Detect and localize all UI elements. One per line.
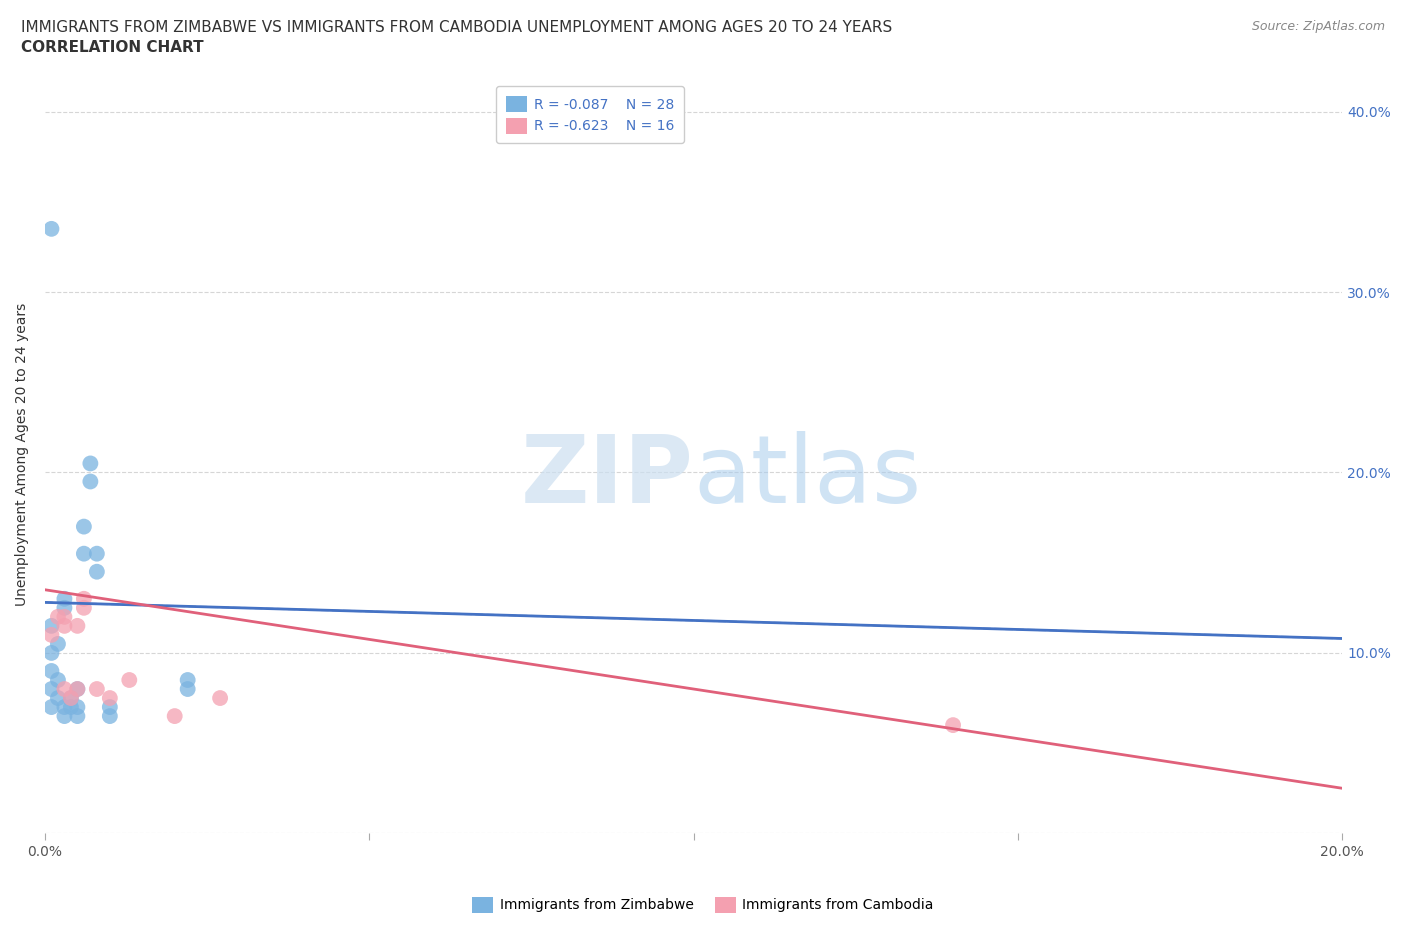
Point bbox=[176, 672, 198, 687]
Point bbox=[53, 601, 76, 616]
Point bbox=[59, 699, 82, 714]
Point bbox=[46, 609, 69, 624]
Point bbox=[41, 699, 63, 714]
Point bbox=[53, 699, 76, 714]
Point bbox=[66, 682, 89, 697]
Point bbox=[86, 565, 108, 579]
Point bbox=[66, 709, 89, 724]
Point bbox=[98, 699, 121, 714]
Point bbox=[176, 682, 198, 697]
Point bbox=[53, 591, 76, 606]
Text: ZIP: ZIP bbox=[520, 432, 693, 524]
Point bbox=[59, 691, 82, 706]
Legend: Immigrants from Zimbabwe, Immigrants from Cambodia: Immigrants from Zimbabwe, Immigrants fro… bbox=[467, 891, 939, 919]
Point bbox=[73, 519, 96, 534]
Point bbox=[41, 221, 63, 236]
Point bbox=[41, 618, 63, 633]
Point bbox=[66, 699, 89, 714]
Point bbox=[98, 691, 121, 706]
Legend: R = -0.087    N = 28, R = -0.623    N = 16: R = -0.087 N = 28, R = -0.623 N = 16 bbox=[496, 86, 683, 143]
Point bbox=[86, 682, 108, 697]
Point bbox=[46, 691, 69, 706]
Point bbox=[163, 709, 186, 724]
Point bbox=[98, 709, 121, 724]
Point bbox=[86, 546, 108, 561]
Point bbox=[209, 691, 232, 706]
Point bbox=[53, 618, 76, 633]
Point bbox=[73, 546, 96, 561]
Point bbox=[79, 474, 101, 489]
Point bbox=[59, 691, 82, 706]
Point bbox=[66, 682, 89, 697]
Y-axis label: Unemployment Among Ages 20 to 24 years: Unemployment Among Ages 20 to 24 years bbox=[15, 303, 30, 606]
Point bbox=[41, 628, 63, 643]
Point bbox=[53, 682, 76, 697]
Point bbox=[118, 672, 141, 687]
Point bbox=[53, 609, 76, 624]
Point bbox=[66, 618, 89, 633]
Point bbox=[53, 709, 76, 724]
Text: CORRELATION CHART: CORRELATION CHART bbox=[21, 40, 204, 55]
Point bbox=[41, 682, 63, 697]
Text: atlas: atlas bbox=[693, 432, 922, 524]
Point bbox=[73, 601, 96, 616]
Point bbox=[942, 718, 965, 733]
Point bbox=[46, 672, 69, 687]
Point bbox=[41, 663, 63, 678]
Point bbox=[79, 456, 101, 471]
Text: IMMIGRANTS FROM ZIMBABWE VS IMMIGRANTS FROM CAMBODIA UNEMPLOYMENT AMONG AGES 20 : IMMIGRANTS FROM ZIMBABWE VS IMMIGRANTS F… bbox=[21, 20, 893, 35]
Point bbox=[41, 645, 63, 660]
Point bbox=[73, 591, 96, 606]
Point bbox=[46, 636, 69, 651]
Text: Source: ZipAtlas.com: Source: ZipAtlas.com bbox=[1251, 20, 1385, 33]
